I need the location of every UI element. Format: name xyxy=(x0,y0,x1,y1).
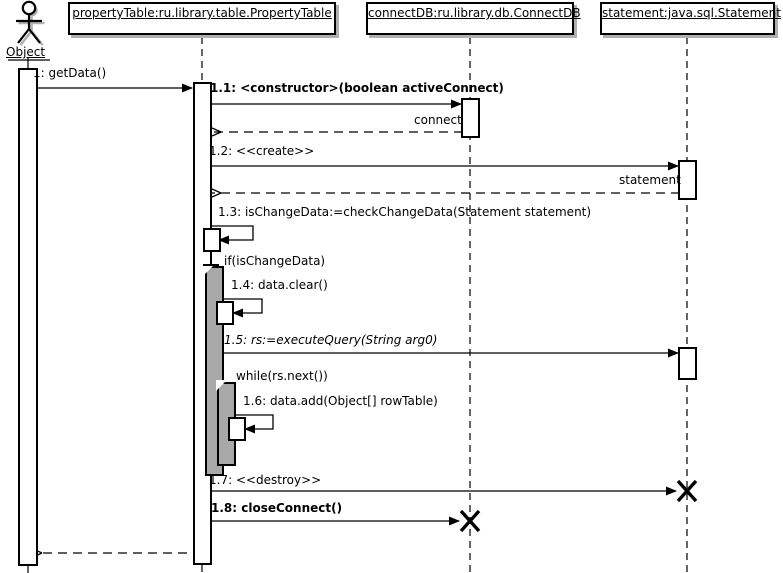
fragment-if-notch xyxy=(204,264,215,275)
activation-self-1-4 xyxy=(216,301,234,325)
destroy-x-connectdb-icon xyxy=(459,509,481,533)
activation-self-1-6 xyxy=(228,417,246,441)
msg-label-1-2: 1.2: <<create>> xyxy=(209,144,315,158)
activation-connectdb xyxy=(461,98,480,138)
fragment-while-label: while(rs.next()) xyxy=(236,369,328,383)
msg-label-1: 1: getData() xyxy=(33,66,107,80)
object-box-propertytable[interactable]: propertyTable:ru.library.table.PropertyT… xyxy=(68,2,336,35)
fragment-if-notch-line xyxy=(203,264,219,282)
fragment-if-label: if(isChangeData) xyxy=(224,254,326,268)
object-box-propertytable-label: propertyTable:ru.library.table.PropertyT… xyxy=(72,6,332,20)
msg-label-1-7: 1.7: <<destroy>> xyxy=(209,473,322,487)
msg-label-1-8: 1.8: closeConnect() xyxy=(211,501,343,515)
activation-statement-query xyxy=(678,347,697,380)
msg-label-1-5: 1.5: rs:=executeQuery(String arg0) xyxy=(224,333,438,347)
arrow-msg-1-3-self xyxy=(205,225,254,245)
fragment-while-notch xyxy=(216,380,227,391)
object-box-statement[interactable]: statement:java.sql.Statement xyxy=(600,2,781,35)
activation-self-1-3 xyxy=(203,228,221,252)
msg-label-return-connect: connect xyxy=(414,113,462,127)
object-box-connectdb-label: connectDB:ru.library.db.ConnectDB xyxy=(368,6,581,20)
object-box-statement-label: statement:java.sql.Statement xyxy=(602,6,781,20)
activation-statement-create xyxy=(678,160,697,200)
arrow-msg-1-6-self xyxy=(228,414,274,434)
msg-label-1-4: 1.4: data.clear() xyxy=(231,278,328,292)
activation-actor xyxy=(18,68,38,566)
msg-label-1-6: 1.6: data.add(Object[] rowTable) xyxy=(243,394,438,408)
msg-label-1-3: 1.3: isChangeData:=checkChangeData(State… xyxy=(218,205,592,219)
stick-figure-actor-icon xyxy=(16,0,45,46)
msg-label-return-statement: statement xyxy=(619,173,681,187)
arrow-msg-1-4-self xyxy=(216,298,263,318)
actor-label: Object xyxy=(6,45,46,59)
msg-label-1-1: 1.1: <constructor>(boolean activeConnect… xyxy=(210,81,504,95)
object-box-connectdb[interactable]: connectDB:ru.library.db.ConnectDB xyxy=(366,2,581,35)
destroy-x-statement-icon xyxy=(676,479,698,503)
